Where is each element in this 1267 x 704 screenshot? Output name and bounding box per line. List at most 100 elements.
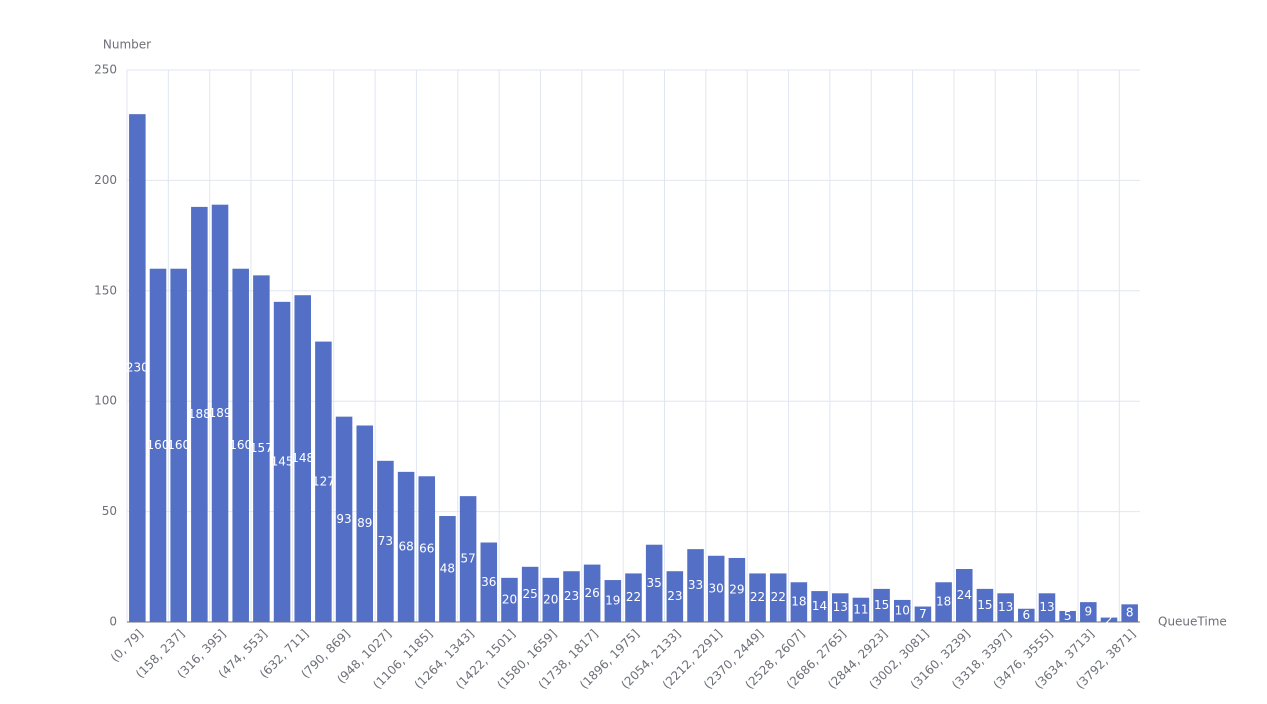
value-label: 7 — [919, 607, 927, 621]
bar — [480, 542, 498, 622]
bar — [604, 580, 622, 622]
value-label: 35 — [647, 576, 662, 590]
value-label: 48 — [440, 562, 455, 576]
value-label: 127 — [312, 474, 335, 488]
value-label: 33 — [688, 578, 703, 592]
value-label: 68 — [398, 539, 413, 553]
y-tick-label: 0 — [109, 615, 117, 629]
y-tick-label: 250 — [94, 63, 117, 77]
value-label: 22 — [626, 590, 641, 604]
value-label: 30 — [709, 581, 724, 595]
value-label: 57 — [460, 552, 475, 566]
value-label: 10 — [895, 603, 910, 617]
bar — [377, 460, 394, 622]
bar — [914, 606, 932, 622]
value-label: 160 — [167, 438, 190, 452]
value-label: 230 — [126, 361, 149, 375]
bar — [976, 588, 994, 622]
bar — [149, 268, 167, 622]
bar — [563, 571, 580, 622]
bar — [811, 591, 828, 622]
bar — [645, 544, 663, 622]
value-label: 8 — [1126, 606, 1134, 620]
bar — [1080, 602, 1097, 622]
bar — [501, 577, 518, 622]
bar — [459, 496, 477, 622]
value-label: 20 — [543, 592, 558, 606]
bar — [666, 571, 684, 622]
value-label: 24 — [957, 588, 972, 602]
bar — [232, 268, 249, 622]
value-label: 36 — [481, 575, 496, 589]
bar — [749, 573, 766, 622]
value-label: 148 — [291, 451, 314, 465]
bar — [397, 471, 415, 622]
value-label: 145 — [271, 454, 294, 468]
bar — [997, 593, 1014, 622]
bar — [790, 582, 808, 622]
bar — [935, 582, 952, 622]
bar — [439, 516, 456, 622]
value-label: 25 — [522, 587, 537, 601]
y-tick-label: 150 — [94, 283, 117, 297]
value-label: 26 — [585, 586, 600, 600]
value-label: 15 — [874, 598, 889, 612]
value-label: 23 — [564, 589, 579, 603]
value-label: 14 — [812, 599, 827, 613]
value-label: 66 — [419, 542, 434, 556]
value-label: 160 — [147, 438, 170, 452]
bar — [956, 569, 973, 622]
y-tick-label: 100 — [94, 394, 117, 408]
value-label: 13 — [998, 600, 1013, 614]
bar — [893, 599, 911, 622]
value-label: 160 — [229, 438, 252, 452]
bar — [335, 416, 353, 622]
bar — [1059, 610, 1076, 622]
bar — [1038, 593, 1056, 622]
bar — [707, 555, 725, 622]
bar — [1121, 604, 1138, 622]
bar — [687, 549, 704, 622]
value-label: 15 — [977, 598, 992, 612]
bar — [294, 295, 311, 622]
value-label: 93 — [336, 512, 351, 526]
value-label: 22 — [771, 590, 786, 604]
bar — [315, 341, 332, 622]
bar — [831, 593, 849, 622]
bar — [418, 476, 436, 622]
value-label: 20 — [502, 592, 517, 606]
value-label: 23 — [667, 589, 682, 603]
value-label: 73 — [378, 534, 393, 548]
value-label: 89 — [357, 516, 372, 530]
value-label: 188 — [188, 407, 211, 421]
bar — [542, 577, 560, 622]
bar — [1018, 608, 1035, 622]
x-tick-label: (0, 79] — [108, 627, 146, 665]
bar — [728, 557, 746, 622]
value-label: 18 — [936, 595, 951, 609]
bar — [583, 564, 601, 622]
bar — [769, 573, 787, 622]
value-label: 2 — [1105, 612, 1113, 626]
bar — [253, 275, 270, 622]
value-label: 18 — [791, 595, 806, 609]
x-axis-label: QueueTime — [1158, 615, 1227, 629]
value-label: 29 — [729, 582, 744, 596]
bar — [170, 268, 187, 622]
bar — [873, 588, 890, 622]
bar — [273, 301, 291, 622]
value-label: 6 — [1022, 608, 1030, 622]
bar — [211, 204, 229, 623]
bar — [625, 573, 642, 622]
bar — [356, 425, 374, 622]
bar — [129, 114, 146, 622]
bar — [852, 597, 870, 622]
value-label: 5 — [1064, 609, 1072, 623]
value-label: 22 — [750, 590, 765, 604]
value-label: 157 — [250, 441, 273, 455]
y-tick-label: 200 — [94, 173, 117, 187]
bar — [191, 206, 208, 622]
value-label: 189 — [209, 406, 232, 420]
bar — [1100, 617, 1118, 622]
